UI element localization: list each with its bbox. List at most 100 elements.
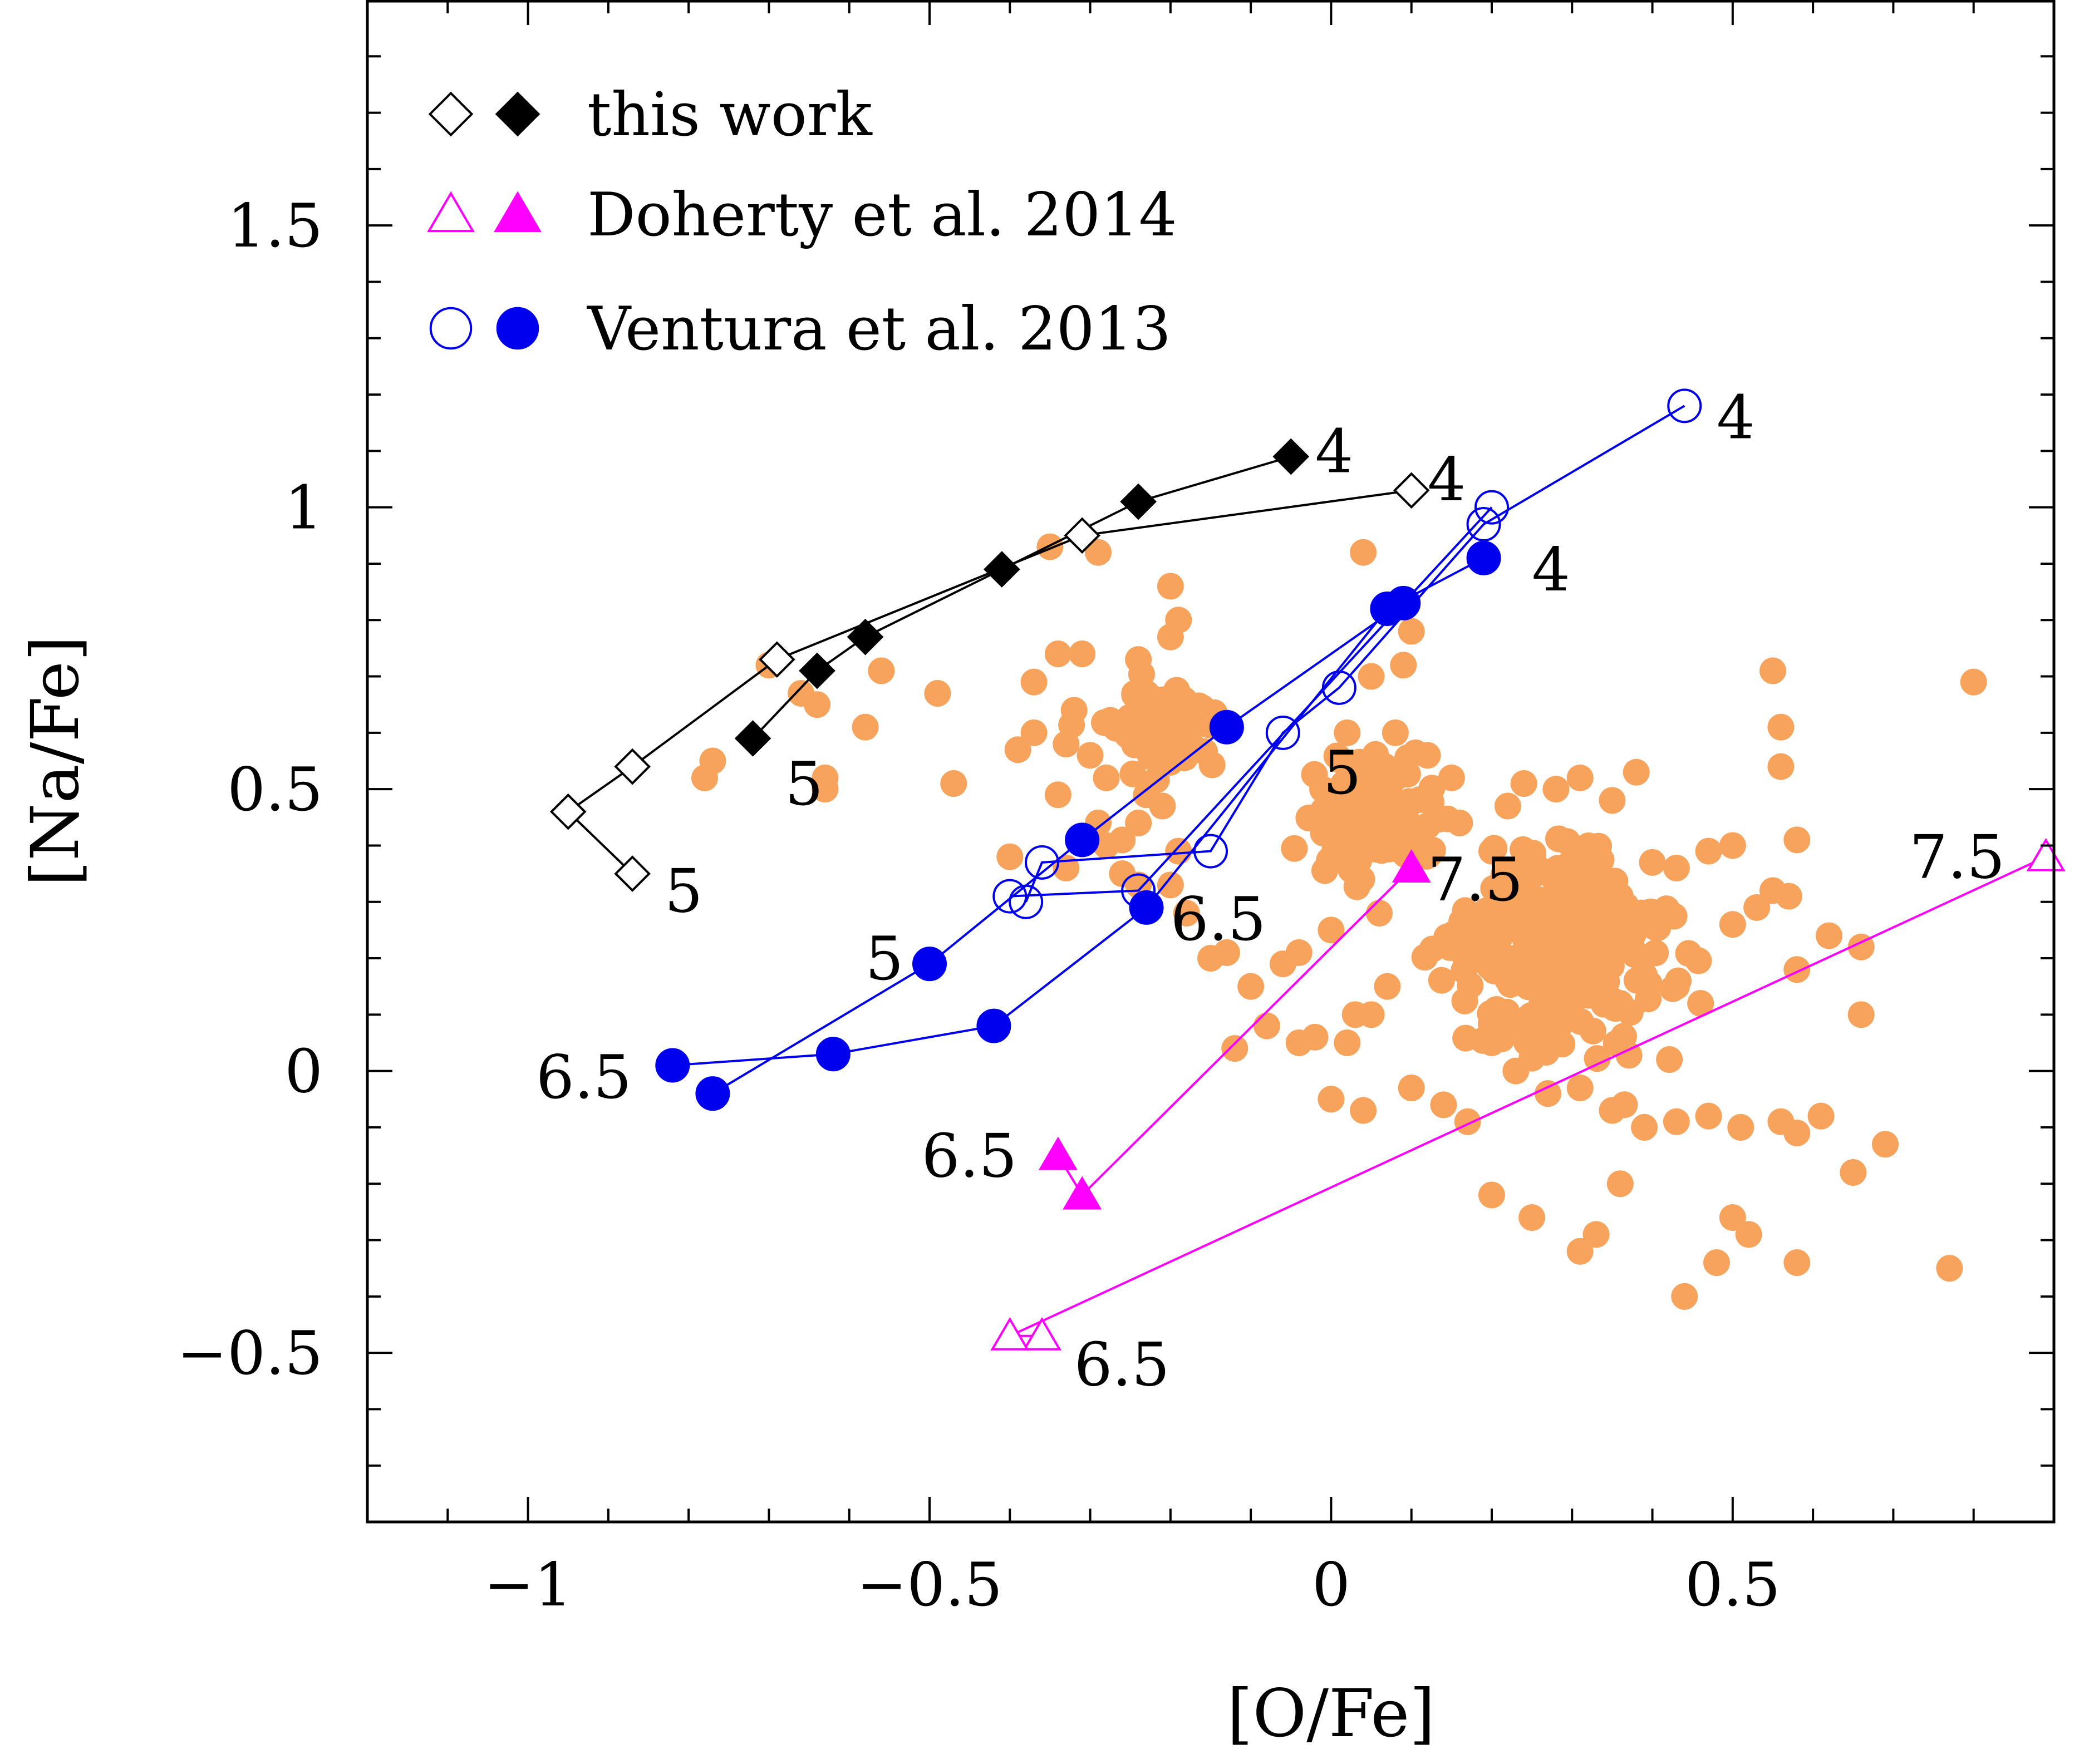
observation-point [1179,708,1207,735]
observation-point [924,679,951,707]
observation-point [1631,1113,1658,1141]
observations-layer [691,533,1987,1310]
mass-label: 7.5 [1428,845,1523,915]
series-point-7 [1386,585,1421,620]
observation-point [1588,949,1615,977]
observation-point [1198,751,1226,778]
observation-point [1430,1091,1457,1118]
observation-point [1495,884,1522,911]
mass-label: 6.5 [1074,1330,1170,1400]
observation-point [1398,1075,1425,1102]
observation-point [1603,1030,1630,1057]
observation-point [1301,761,1328,788]
observation-point [1165,837,1192,865]
series-point-0 [1064,517,1100,554]
observation-point [1476,953,1503,980]
series-point-1 [1120,483,1157,520]
observation-point [1767,713,1795,741]
observation-point [1518,1044,1546,1072]
series-line-1 [752,455,1291,740]
observation-point [1157,623,1184,651]
observation-point [1398,618,1425,645]
y-tick-label: 1 [284,474,323,543]
mass-label: 5 [1323,738,1361,808]
observation-point [1036,533,1064,560]
series-point-6 [1466,540,1501,575]
x-tick-label: −0.5 [857,1550,1002,1620]
mass-label: 6.5 [536,1043,632,1112]
observation-point [1382,719,1409,746]
series-point-4 [1466,507,1501,542]
y-tick-label: 1.5 [227,191,323,261]
observation-point [1454,1108,1481,1135]
observation-point [1518,1204,1546,1231]
observation-point [1523,859,1550,886]
mass-label: 5 [866,924,904,994]
series-point-6 [815,1037,851,1072]
observation-point [1077,742,1104,769]
observation-point [812,776,839,803]
observation-point [1623,758,1650,786]
observation-point [1727,1113,1754,1141]
observation-point [1641,914,1669,941]
legend-item-1: Doherty et al. 2014 [427,180,1177,250]
observation-point [1451,987,1478,1014]
mass-label: 4 [1532,535,1570,605]
y-tick-label: 0.5 [227,755,323,825]
observation-point [1418,789,1445,816]
observation-point [1840,1159,1867,1186]
observation-point [1566,1238,1594,1265]
series-point-3 [1063,1176,1102,1210]
y-tick-label: −0.5 [177,1319,323,1388]
mass-label: 6.5 [922,1122,1017,1191]
observation-point [1531,987,1558,1014]
observation-point [1606,1170,1634,1198]
observation-point [1374,973,1401,1000]
series-point-7 [1065,822,1100,858]
observation-point [1611,1091,1638,1118]
series-point-4 [1193,834,1228,869]
tick-labels-layer: −1 −0.5 0 0.5 −0.5 0 0.5 1 1.5 [177,191,1781,1620]
series-point-7 [912,947,947,982]
observation-point [1285,939,1313,966]
x-tick-label: −1 [484,1550,572,1620]
series-point-7 [1209,709,1244,745]
plot-frame [366,0,2056,1524]
mass-label: 7.5 [1909,823,2005,893]
series-point-2 [1023,1317,1061,1351]
observation-point [1350,539,1377,566]
observation-point [1510,770,1537,797]
observation-point [1594,881,1621,909]
observation-point [1125,809,1152,836]
observation-point [1157,573,1184,600]
observation-point [1767,753,1795,780]
legend: this work Doherty et al. 2014 Ventura et a… [427,80,1177,364]
series-point-6 [655,1048,690,1083]
series-point-1 [847,618,884,656]
series-point-7 [695,1076,730,1111]
observation-point [1783,956,1811,983]
observation-point [1415,841,1443,868]
mass-label: 4 [1428,445,1466,515]
observation-point [1614,913,1641,940]
legend-item-2: Ventura et al. 2013 [429,294,1171,364]
observation-point [1566,1075,1594,1102]
legend-marker-filled [494,191,542,232]
observation-point [1587,846,1615,874]
series-point-0 [614,748,651,785]
observation-point [1478,1181,1505,1209]
observation-point [1687,990,1714,1017]
observation-point [1330,770,1357,797]
observation-point [1375,802,1403,830]
observation-point [1428,967,1455,994]
y-axis-label: [Na/Fe] [17,635,94,886]
observation-point [1719,832,1746,859]
observation-point [1394,744,1422,771]
observation-point [1334,1029,1361,1056]
observation-point [1496,945,1523,972]
ticks-layer [367,0,2054,1522]
legend-label: this work [587,80,873,150]
observation-point [699,747,726,775]
observation-point [1390,652,1417,679]
